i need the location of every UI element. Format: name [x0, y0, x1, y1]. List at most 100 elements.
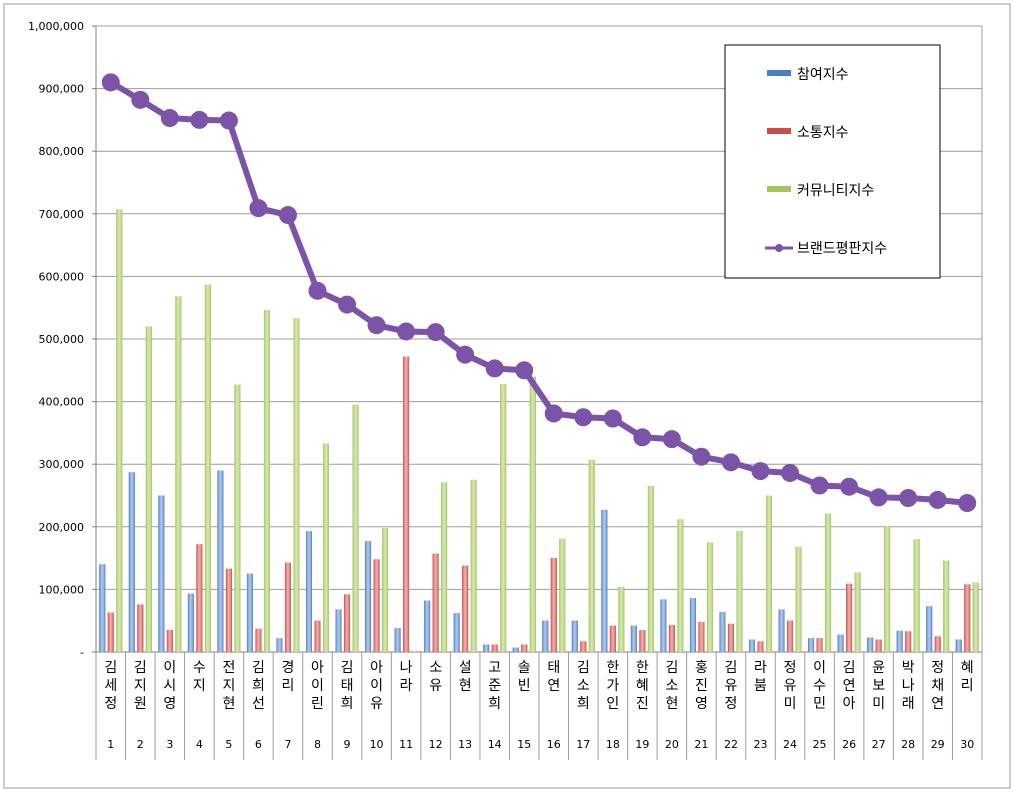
category-label-char: 이 — [163, 660, 176, 676]
bar-shade — [352, 404, 359, 652]
rank-label: 21 — [694, 738, 708, 751]
bar-shade — [382, 528, 389, 652]
bar-shade — [394, 628, 401, 652]
category-label-char: 시 — [163, 678, 176, 694]
y-tick-label: 100,000 — [39, 583, 85, 596]
bar-shade — [255, 628, 262, 652]
category-label-char: 아 — [311, 660, 324, 676]
bar-shade — [424, 600, 431, 652]
category-label-char: 지 — [134, 678, 147, 694]
bar-shade — [660, 599, 667, 652]
bar-shade — [145, 326, 152, 652]
line-marker — [721, 453, 740, 472]
bar-shade — [284, 562, 291, 652]
bar-shade — [559, 538, 566, 652]
bar-shade — [137, 604, 144, 652]
bar-shade — [542, 620, 549, 652]
bar-shade — [344, 594, 351, 652]
bar-shade — [955, 639, 962, 652]
bar-shade — [875, 639, 882, 652]
bar-shade — [453, 613, 460, 652]
category-label-char: 린 — [311, 696, 324, 712]
category-label-char: 정 — [104, 696, 117, 712]
category-label-char: 고 — [488, 660, 501, 676]
category-label-char: 연 — [547, 678, 560, 694]
line-marker — [249, 199, 268, 218]
line-marker — [278, 206, 297, 225]
bar-shade — [766, 495, 772, 652]
category-label-char: 소 — [429, 660, 442, 676]
category-label-char: 홍 — [695, 660, 708, 676]
category-label-char: 선 — [252, 696, 265, 712]
category-label-char: 민 — [813, 696, 826, 712]
line-marker — [899, 489, 918, 508]
category-label-char: 지 — [193, 678, 206, 694]
line-marker — [426, 323, 445, 342]
category-label-char: 한 — [636, 660, 649, 676]
bar-shade — [462, 565, 469, 652]
bar-shade — [521, 644, 528, 652]
category-label-char: 라 — [754, 660, 767, 676]
category-label-char: 김 — [725, 660, 738, 676]
category-label-char: 소 — [577, 678, 590, 694]
rank-label: 17 — [576, 738, 590, 751]
line-marker — [810, 476, 829, 495]
line-marker — [397, 322, 416, 341]
bar-shade — [99, 564, 106, 652]
bar-shade — [778, 609, 785, 652]
category-label-char: 김 — [252, 660, 265, 676]
rank-label: 30 — [960, 738, 974, 751]
line-marker — [101, 73, 120, 92]
rank-label: 6 — [255, 738, 262, 751]
category-label-char: 나 — [902, 678, 915, 694]
line-marker — [308, 281, 327, 300]
bar-shade — [867, 637, 874, 652]
line-marker — [338, 295, 357, 314]
bar-shade — [166, 630, 173, 652]
category-label-char: 정 — [725, 696, 738, 712]
category-label-char: 연 — [931, 696, 944, 712]
category-label-char: 희 — [252, 678, 265, 694]
category-label-char: 김 — [843, 660, 856, 676]
rank-label: 1 — [107, 738, 114, 751]
line-marker — [840, 477, 859, 496]
category-label-char: 현 — [222, 696, 235, 712]
bar-shade — [306, 531, 312, 652]
category-label-char: 희 — [488, 696, 501, 712]
x-axis: 김세정1김지원2이시영3수지4전지현5김희선6경리7아이린8김태희9아이유10나… — [95, 652, 983, 760]
bar-shade — [698, 621, 705, 652]
bar-shade — [854, 572, 861, 652]
category-label-char: 김 — [577, 660, 590, 676]
legend-label: 참여지수 — [797, 67, 849, 83]
line-marker — [662, 430, 681, 449]
line-marker — [456, 345, 475, 364]
bar-shade — [896, 630, 903, 652]
category-label-char: 가 — [606, 678, 619, 694]
legend-label: 커뮤니티지수 — [797, 183, 874, 199]
bar-shade — [158, 495, 165, 652]
category-label-char: 래 — [902, 696, 915, 712]
category-label-char: 현 — [665, 696, 678, 712]
line-marker — [928, 490, 947, 509]
line-marker — [544, 404, 563, 423]
bar-shade — [749, 639, 755, 652]
category-label-char: 진 — [636, 696, 649, 712]
rank-label: 10 — [370, 738, 384, 751]
category-label-char: 이 — [370, 678, 383, 694]
bar-shade — [323, 443, 329, 652]
category-label-char: 전 — [222, 660, 235, 676]
bar-shade — [403, 356, 410, 652]
line-marker — [190, 110, 209, 129]
bar-shade — [529, 376, 536, 652]
bar-shade — [719, 611, 726, 652]
rank-label: 15 — [517, 738, 531, 751]
category-label-char: 연 — [843, 678, 856, 694]
brand-index-line — [101, 73, 977, 513]
line-marker — [485, 359, 504, 378]
category-label-char: 설 — [459, 660, 472, 676]
rank-label: 5 — [225, 738, 232, 751]
line-marker — [160, 109, 179, 128]
rank-label: 19 — [635, 738, 649, 751]
